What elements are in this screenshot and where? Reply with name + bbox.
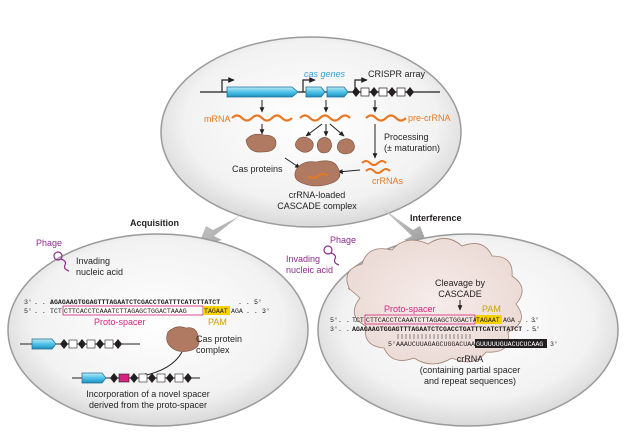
svg-text:. . .: . . .: [246, 308, 266, 315]
promoter-arrow-3: [354, 77, 368, 92]
invading-label-left-1: Invading: [76, 256, 110, 266]
crispr-locus-before: [20, 338, 140, 350]
promoter-arrow-2: [302, 77, 316, 92]
right-pam-label: PAM: [482, 304, 501, 314]
cascade-label-1: crRNA-loaded: [289, 190, 346, 200]
incorporation-label-1: Incorporation of a novel spacer: [86, 389, 210, 399]
left-seq3-prefix: 3': [24, 299, 32, 306]
right-seq3: AGAGAAGTGGAGTTTAGAATCTCGACCTGATTTCATCTTA…: [352, 326, 522, 333]
right-seq5-proto: CTTCACCTCAAATCTTAGAGCTGGACTAAAG: [366, 317, 489, 324]
pre-crrna-label: pre-crRNA: [408, 113, 451, 123]
crrnas-label: crRNAs: [372, 176, 403, 186]
left-seq3-suffix: 5': [254, 299, 262, 306]
phage-label-left: Phage: [36, 238, 62, 248]
right-protospacer-label: Proto-spacer: [384, 304, 436, 314]
right-pam-box: [476, 315, 502, 324]
interference-label: Interference: [410, 213, 462, 223]
acquisition-arrow: Acquisition: [130, 206, 252, 246]
cascade-complex: [294, 160, 341, 187]
phage-icon: [53, 251, 70, 272]
promoter-arrow-1: [221, 77, 235, 92]
right-seq5-post: AGA: [503, 317, 515, 324]
right-panel: Phage Invading nucleic acid Cleavage by …: [286, 233, 619, 427]
invading-label-right-2: nucleic acid: [286, 265, 333, 275]
right-protospacer-box: [364, 314, 476, 325]
crispr-array-label: CRISPR array: [368, 69, 426, 79]
crispr-array: [352, 87, 414, 97]
phage-icon-right: [323, 245, 340, 266]
cas-protein-label-1: Cas protein: [196, 334, 242, 344]
right-seq5-pam: TAGAAT: [476, 317, 500, 324]
acquisition-label: Acquisition: [130, 218, 179, 228]
left-seq5-prefix: 5': [24, 308, 32, 315]
cascade-cloud: [346, 238, 523, 365]
left-seq5-suffix: 3': [262, 308, 270, 315]
left-seq5-pam: TAGAAT: [204, 308, 228, 315]
svg-text:. . .: . . .: [34, 299, 54, 306]
left-seq5-pre: TCT: [50, 308, 62, 315]
cas-genes-label: cas genes: [304, 69, 346, 79]
right-seq3-prefix: 3': [330, 326, 338, 333]
incorporation-label-2: derived from the proto-spacer: [89, 400, 207, 410]
crrna-repeat: GUUUUUGUACUCUCAAG: [476, 341, 543, 348]
phage-label-right: Phage: [330, 235, 356, 245]
processing-label: Processing: [384, 132, 429, 142]
cas-proteins-label: Cas proteins: [232, 164, 283, 174]
right-seq5-prefix: 5': [330, 317, 338, 324]
interference-arrow: Interference: [380, 206, 462, 246]
cas-protein-complex-left: [166, 326, 200, 352]
cleavage-label-1: Cleavage by: [435, 278, 486, 288]
svg-text:. . .: . . .: [34, 308, 54, 315]
crrna-suffix: 3': [550, 341, 558, 348]
cas-gene-cylinders: [226, 86, 349, 98]
invading-label-right-1: Invading: [286, 254, 320, 264]
maturation-label: (± maturation): [384, 143, 440, 153]
left-pam-label: PAM: [208, 317, 227, 327]
cascade-label-2: CASCADE complex: [277, 201, 357, 211]
crrna-desc-2: and repeat sequences): [424, 376, 516, 386]
cleavage-label-2: CASCADE: [438, 289, 482, 299]
mrna-wave-2: [299, 114, 351, 122]
invading-label-left-2: nucleic acid: [76, 267, 123, 277]
crispr-locus-after: [72, 372, 200, 384]
crrna-prefix: 5': [388, 341, 396, 348]
crrna-spacer: AAAUCUUAGAGCUGGACUAAA: [396, 341, 479, 348]
top-panel: cas genes CRISPR array mRNA pre-crRNA Pr…: [160, 36, 462, 228]
base-pairing-ticks: [397, 334, 471, 339]
cas-protein-blobs: [245, 133, 355, 155]
left-protospacer-label: Proto-spacer: [94, 317, 146, 327]
right-seq5-pre: TCT: [352, 317, 364, 324]
right-seq5-suffix: 3': [531, 317, 539, 324]
left-protospacer-box: [62, 305, 204, 316]
crrna-desc-1: (containing partial spacer: [420, 365, 521, 375]
svg-text:. . .: . . .: [338, 317, 358, 324]
left-seq3: AGAGAAGTGGAGTTTAGAATCTCGACCTGATTTCATCTTA…: [50, 299, 220, 306]
left-panel: Phage Invading nucleic acid 3' . . . AGA…: [7, 233, 309, 427]
left-seq5-post: AGA: [231, 308, 243, 315]
pre-crrna-wave: [365, 114, 407, 122]
svg-text:. . .: . . .: [238, 299, 258, 306]
svg-text:. . .: . . .: [338, 326, 358, 333]
left-seq5-proto: CTTCACCTCAAATCTTAGAGCTGGACTAAAG: [64, 308, 187, 315]
crrna-label: crRNA: [457, 354, 484, 364]
svg-text:. . .: . . .: [517, 317, 537, 324]
mrna-label: mRNA: [204, 114, 231, 124]
mrna-wave-1: [231, 114, 293, 122]
left-pam-box: [204, 306, 230, 315]
svg-text:. . .: . . .: [518, 326, 538, 333]
right-seq3-suffix: 5': [532, 326, 540, 333]
cas-protein-label-2: complex: [196, 345, 230, 355]
crrna-repeat-box: [475, 339, 547, 348]
